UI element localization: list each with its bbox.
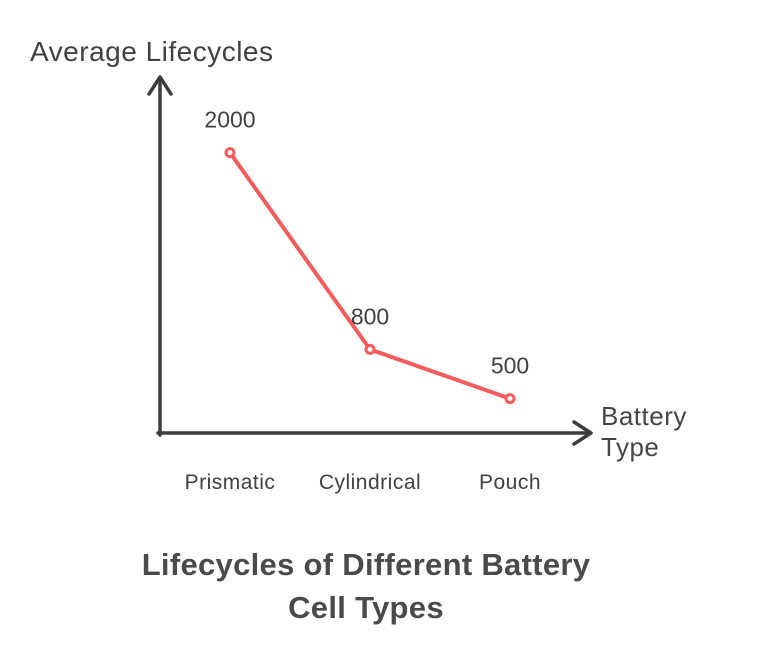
x-axis-title: Battery Type	[601, 401, 687, 463]
x-axis-title-line1: Battery	[601, 401, 687, 431]
x-tick-label: Cylindrical	[319, 471, 421, 494]
x-tick-label: Prismatic	[185, 471, 276, 494]
data-point-marker	[224, 147, 236, 159]
data-point-label: 2000	[204, 107, 255, 133]
data-point-label: 800	[351, 303, 389, 329]
x-axis-title-line2: Type	[601, 432, 660, 462]
chart-title-line1: Lifecycles of Different Battery	[141, 547, 591, 582]
chart-title: Lifecycles of Different Battery Cell Typ…	[0, 543, 732, 629]
x-axis-arrowhead-icon	[572, 420, 593, 446]
data-point-marker	[504, 393, 516, 405]
data-point-label: 500	[491, 353, 529, 379]
x-tick-label: Pouch	[479, 471, 541, 494]
line-chart: 2000 Prismatic 800 Cylindrical 500 Pouch	[147, 75, 593, 494]
data-point-marker	[364, 343, 376, 355]
y-axis-title: Average Lifecycles	[30, 36, 274, 67]
y-axis-arrowhead-icon	[147, 75, 173, 96]
chart-title-line2: Cell Types	[288, 590, 444, 625]
data-line	[228, 150, 512, 401]
